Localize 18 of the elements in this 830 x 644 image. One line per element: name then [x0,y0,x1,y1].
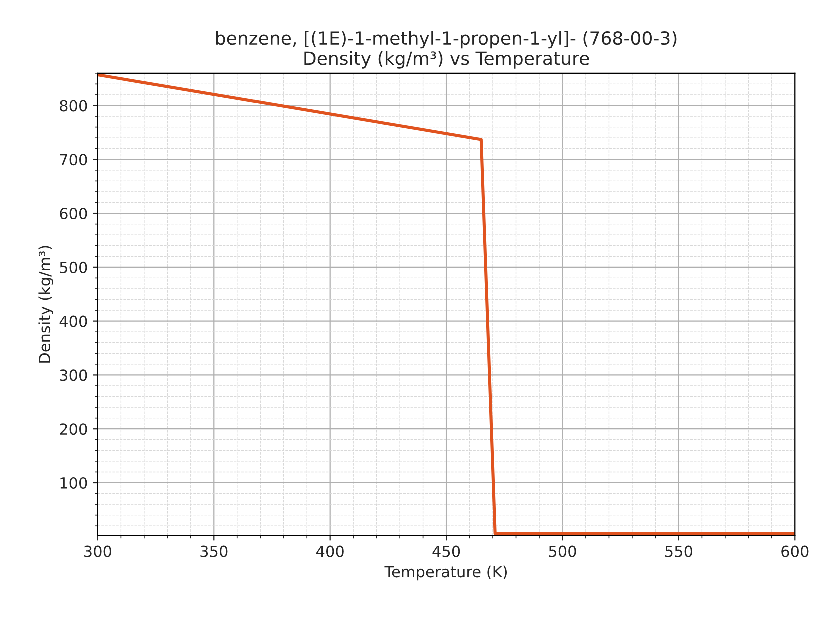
y-tick-label: 700 [60,154,88,166]
x-tick-label: 450 [432,546,460,558]
x-tick-label: 400 [316,546,344,558]
x-tick-label: 600 [782,546,809,558]
y-tick-label: 400 [60,316,88,328]
y-tick-label: 500 [60,262,88,274]
y-tick-label: 200 [60,424,88,436]
chart-title: benzene, [(1E)-1-methyl-1-propen-1-yl]- (768-00-3) Density (kg/m³) vs Temperature [216,31,677,69]
x-tick-label: 300 [84,546,112,558]
y-tick-label: 300 [60,370,88,382]
y-tick-label: 100 [60,477,88,490]
y-axis-title: Density (kg/m³) [38,246,54,363]
x-tick-label: 500 [549,546,576,558]
x-tick-label: 550 [666,546,693,558]
x-axis-title: Temperature (K) [384,566,508,581]
y-tick-label: 600 [60,208,88,220]
y-tick-label: 800 [60,100,88,112]
x-tick-label: 350 [200,546,228,558]
